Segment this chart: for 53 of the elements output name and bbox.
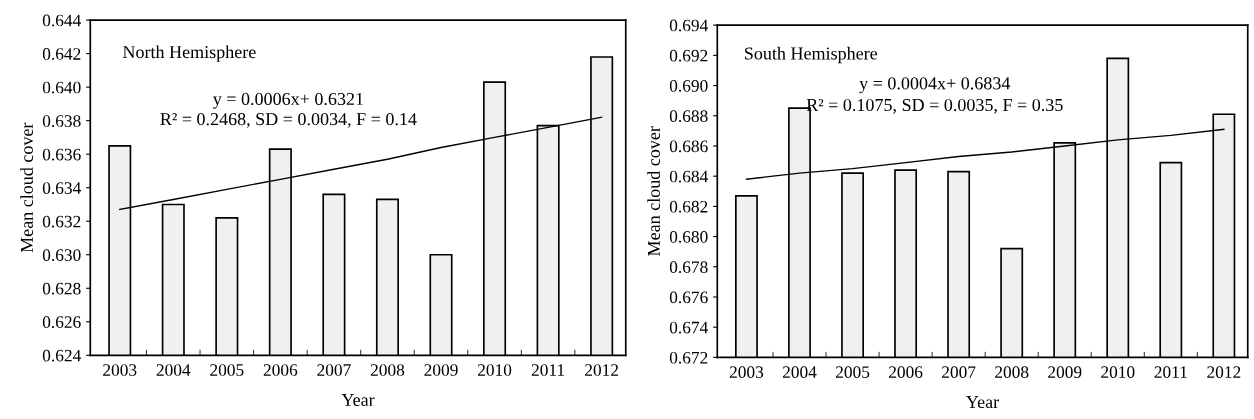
- y-tick-label: 0.644: [42, 14, 81, 27]
- x-tick-label: 2006: [263, 364, 298, 376]
- y-tick-label: 0.640: [42, 81, 81, 94]
- y-tick-label: 0.634: [42, 182, 81, 194]
- x-tick-label: 2007: [317, 364, 351, 376]
- x-tick-label: 2008: [370, 364, 405, 376]
- y-tick-label: 0.672: [669, 351, 708, 364]
- y-tick-label: 0.632: [42, 215, 81, 228]
- y-tick-label: 0.680: [669, 231, 708, 243]
- x-axis-title: Year: [341, 393, 375, 406]
- y-tick-label: 0.682: [669, 200, 708, 213]
- x-tick-label: 2005: [210, 364, 244, 376]
- y-tick-label: 0.676: [669, 291, 708, 304]
- y-tick-label: 0.624: [42, 349, 81, 362]
- y-tick-label: 0.674: [669, 321, 708, 334]
- x-tick-label: 2008: [995, 366, 1029, 378]
- x-tick-label: 2007: [942, 366, 976, 378]
- y-tick-label: 0.626: [42, 316, 81, 329]
- x-tick-label: 2010: [1101, 366, 1135, 378]
- y-tick-label: 0.686: [669, 140, 708, 153]
- y-tick-label: 0.638: [42, 115, 81, 127]
- y-tick-label: 0.692: [669, 49, 708, 62]
- y-tick-label: 0.628: [42, 282, 81, 295]
- x-tick-label: 2010: [477, 364, 512, 376]
- y-tick-label: 0.690: [669, 80, 708, 92]
- y-tick-label: 0.630: [42, 249, 81, 262]
- x-tick-label: 2004: [156, 364, 191, 376]
- annotation: North Hemisphere: [122, 45, 256, 62]
- annotation: R² = 0.1075, SD = 0.0035, F = 0.35: [806, 98, 1063, 114]
- y-tick-label: 0.642: [42, 48, 81, 60]
- x-tick-label: 2012: [585, 364, 619, 376]
- x-tick-label: 2006: [889, 366, 923, 378]
- x-tick-label: 2011: [1154, 366, 1187, 378]
- x-tick-label: 2003: [103, 364, 137, 376]
- y-axis-title: Mean cloud cover: [20, 122, 33, 253]
- y-tick-label: 0.694: [669, 19, 708, 32]
- annotation: y = 0.0006x+ 0.6321: [212, 92, 363, 109]
- y-axis-title: Mean cloud cover: [647, 126, 660, 256]
- y-tick-label: 0.636: [42, 148, 81, 161]
- annotation: South Hemisphere: [745, 46, 878, 64]
- x-tick-label: 2005: [835, 366, 870, 378]
- x-tick-label: 2009: [1048, 366, 1082, 378]
- y-tick-label: 0.688: [669, 110, 708, 123]
- x-tick-label: 2012: [1207, 366, 1241, 378]
- y-tick-label: 0.684: [669, 170, 708, 183]
- x-axis-title: Year: [966, 396, 999, 409]
- x-tick-label: 2003: [729, 366, 764, 378]
- annotation: R² = 0.2468, SD = 0.0034, F = 0.14: [160, 113, 417, 128]
- x-tick-label: 2011: [531, 364, 565, 376]
- x-tick-label: 2009: [424, 364, 458, 376]
- y-tick-label: 0.678: [669, 261, 708, 274]
- x-tick-label: 2004: [782, 366, 817, 378]
- annotation: y = 0.0004x+ 0.6834: [859, 77, 1011, 94]
